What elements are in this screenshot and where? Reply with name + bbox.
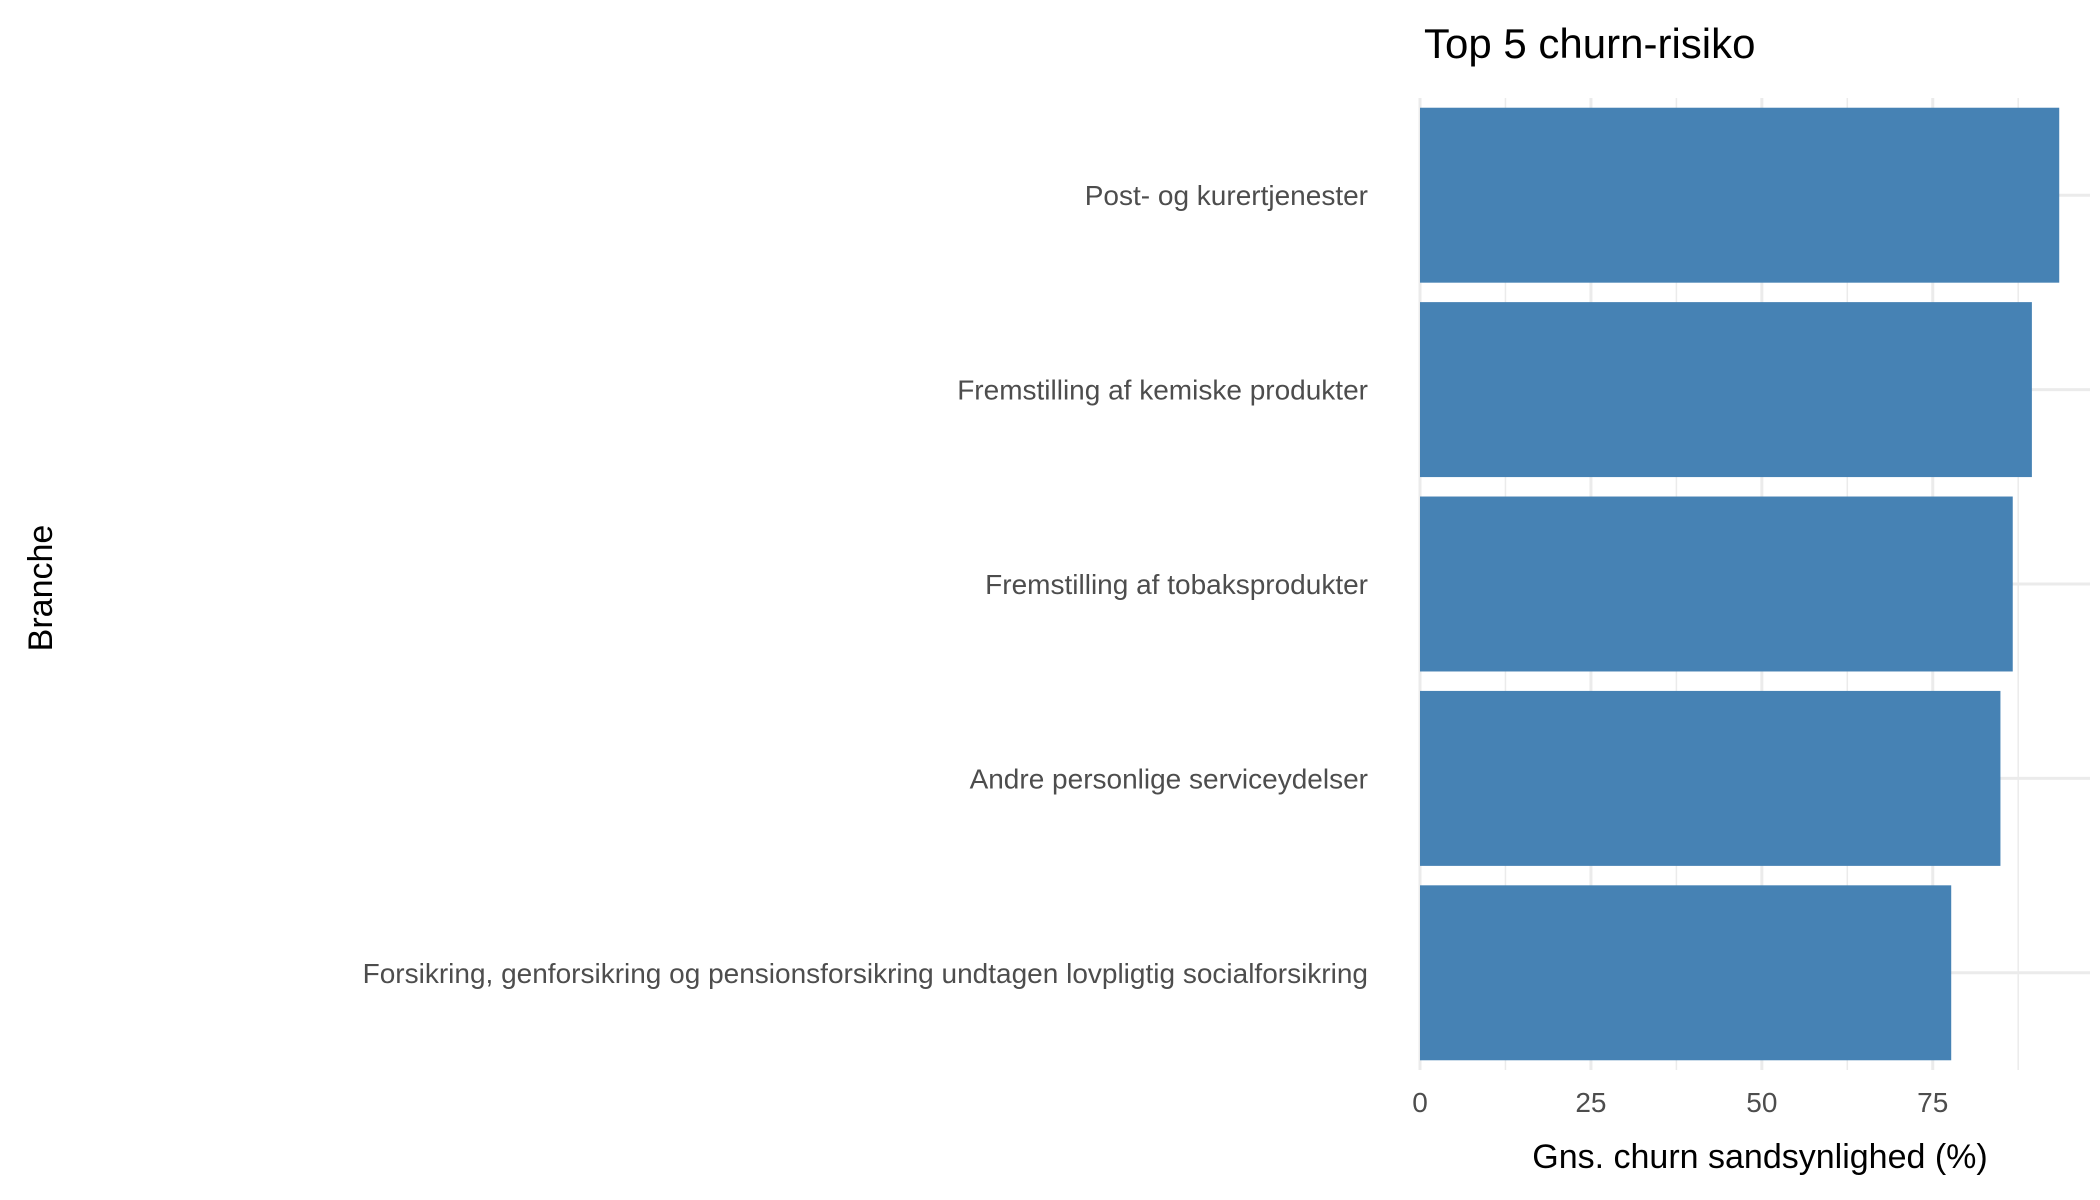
x-tick-labels: 0 25 50 75 bbox=[1412, 1087, 1948, 1118]
bar bbox=[1420, 496, 2013, 672]
x-tick-label: 0 bbox=[1412, 1087, 1428, 1118]
bars bbox=[1420, 107, 2060, 1061]
category-label: Andre personlige serviceydelser bbox=[970, 763, 1368, 794]
x-tick-label: 25 bbox=[1575, 1087, 1606, 1118]
category-label: Fremstilling af tobaksprodukter bbox=[985, 569, 1368, 600]
bar bbox=[1420, 302, 2032, 478]
category-label: Fremstilling af kemiske produkter bbox=[957, 375, 1368, 406]
category-label: Post- og kurertjenester bbox=[1085, 180, 1368, 211]
bar bbox=[1420, 107, 2060, 283]
chart-title: Top 5 churn-risiko bbox=[1424, 20, 1755, 67]
x-tick-label: 50 bbox=[1746, 1087, 1777, 1118]
y-axis-title: Branche bbox=[22, 525, 60, 652]
bar bbox=[1420, 690, 2001, 866]
category-labels: Post- og kurertjenester Fremstilling af k… bbox=[363, 180, 1368, 989]
x-axis-title: Gns. churn sandsynlighed (%) bbox=[1532, 1138, 1987, 1176]
bar bbox=[1420, 885, 1952, 1061]
x-tick-label: 75 bbox=[1917, 1087, 1948, 1118]
category-label: Forsikring, genforsikring og pensionsfor… bbox=[363, 958, 1368, 989]
